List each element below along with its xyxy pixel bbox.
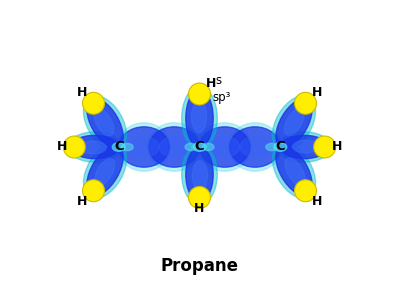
Circle shape (63, 136, 85, 158)
Text: H: H (57, 141, 67, 153)
Ellipse shape (186, 147, 213, 202)
Ellipse shape (266, 143, 277, 151)
Ellipse shape (112, 143, 125, 151)
Ellipse shape (285, 158, 305, 185)
Ellipse shape (182, 144, 217, 205)
Text: C: C (195, 141, 204, 153)
Ellipse shape (185, 143, 197, 151)
Ellipse shape (83, 143, 126, 198)
Text: sp³: sp³ (213, 91, 231, 104)
Ellipse shape (94, 109, 114, 136)
Circle shape (83, 180, 105, 202)
Ellipse shape (273, 143, 316, 198)
Circle shape (189, 83, 210, 105)
Ellipse shape (122, 143, 133, 151)
Ellipse shape (273, 96, 316, 151)
Text: H: H (312, 86, 322, 99)
Text: H: H (77, 86, 87, 99)
Ellipse shape (83, 96, 126, 151)
Ellipse shape (274, 143, 287, 151)
Ellipse shape (284, 108, 304, 136)
Circle shape (314, 136, 336, 158)
Ellipse shape (193, 143, 206, 151)
Circle shape (294, 180, 316, 202)
Ellipse shape (278, 132, 331, 162)
Text: H: H (194, 202, 204, 215)
Ellipse shape (119, 127, 169, 167)
Ellipse shape (240, 137, 270, 157)
Ellipse shape (200, 127, 250, 167)
Ellipse shape (95, 158, 115, 186)
Ellipse shape (209, 137, 240, 157)
Ellipse shape (280, 135, 328, 159)
Ellipse shape (117, 123, 170, 171)
Ellipse shape (230, 127, 280, 167)
Ellipse shape (71, 135, 119, 159)
Ellipse shape (182, 86, 217, 150)
Ellipse shape (192, 101, 207, 133)
Text: H: H (332, 141, 342, 153)
Text: H: H (206, 76, 216, 90)
Ellipse shape (202, 143, 214, 151)
Text: C: C (275, 141, 285, 153)
Text: C: C (114, 141, 124, 153)
Ellipse shape (276, 146, 312, 196)
Text: H: H (77, 195, 87, 208)
Ellipse shape (148, 123, 201, 171)
Ellipse shape (186, 89, 213, 147)
Ellipse shape (292, 140, 319, 153)
Circle shape (189, 186, 210, 208)
Ellipse shape (68, 132, 121, 162)
Circle shape (83, 92, 105, 114)
Ellipse shape (276, 98, 312, 148)
Ellipse shape (80, 141, 107, 154)
Ellipse shape (192, 161, 207, 191)
Ellipse shape (129, 137, 159, 157)
Ellipse shape (149, 127, 200, 167)
Ellipse shape (229, 123, 282, 171)
Text: Propane: Propane (160, 257, 239, 275)
Ellipse shape (87, 146, 123, 196)
Ellipse shape (87, 98, 123, 148)
Circle shape (294, 92, 316, 114)
Ellipse shape (198, 123, 251, 171)
Text: s: s (215, 74, 221, 87)
Text: H: H (312, 195, 322, 208)
Ellipse shape (159, 137, 190, 157)
